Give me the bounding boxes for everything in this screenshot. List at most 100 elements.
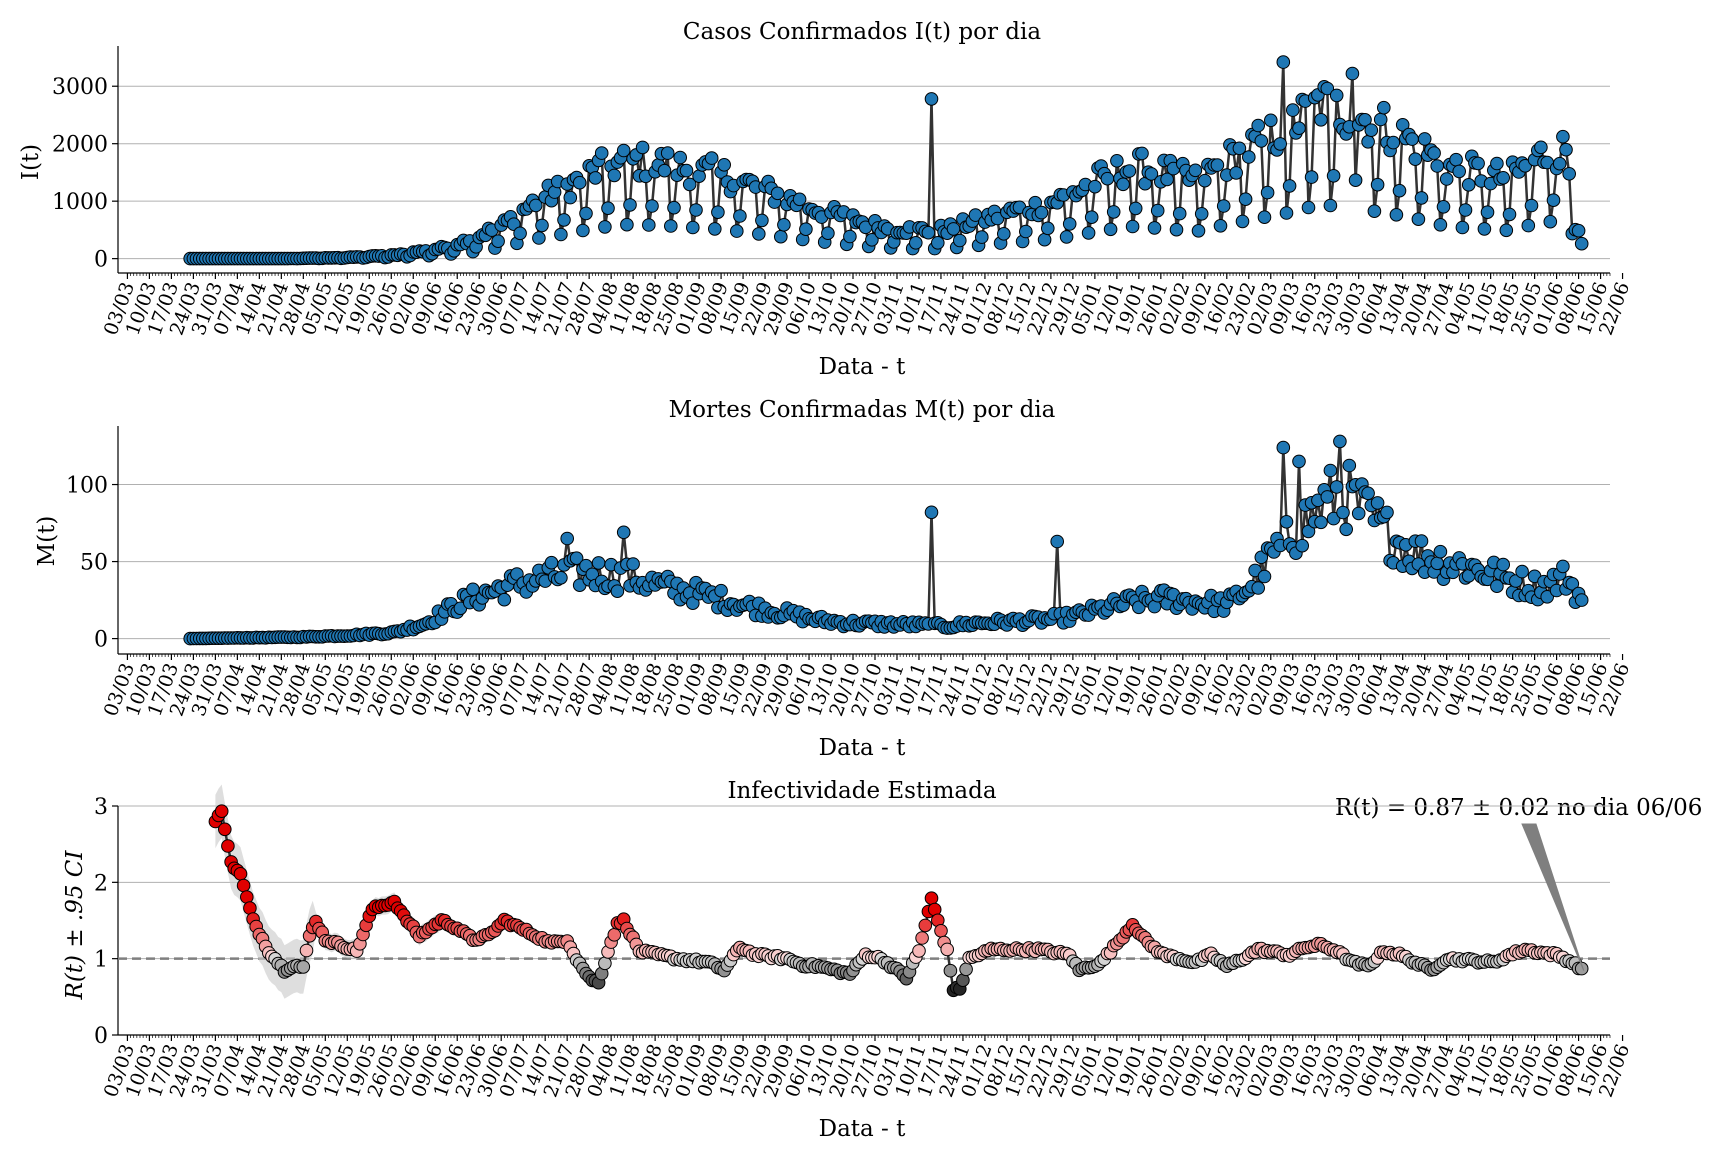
data-point <box>1373 112 1388 127</box>
y-axis-label-deaths: M(t) <box>34 516 60 567</box>
data-point <box>714 583 728 598</box>
rt-point <box>918 918 933 933</box>
data-point <box>1496 171 1510 185</box>
data-point <box>1213 219 1228 233</box>
data-point <box>733 209 747 223</box>
rt-point <box>214 804 229 819</box>
data-point <box>1242 150 1256 164</box>
data-point <box>843 229 857 244</box>
data-point <box>1273 137 1287 151</box>
data-point <box>1370 496 1385 510</box>
y-tick-label: 100 <box>66 474 108 499</box>
data-point <box>953 233 967 248</box>
y-tick-label: 3000 <box>52 75 108 100</box>
data-point <box>1251 118 1265 133</box>
data-point <box>1367 204 1382 218</box>
data-point <box>1556 129 1570 144</box>
data-point <box>1194 207 1209 221</box>
data-point <box>1106 205 1121 219</box>
data-point <box>1320 81 1335 96</box>
data-point <box>1342 458 1357 473</box>
data-point <box>1191 224 1206 238</box>
data-point <box>1433 218 1448 232</box>
data-point <box>1286 103 1300 117</box>
data-point <box>1480 205 1495 219</box>
data-point <box>554 571 568 585</box>
data-point <box>1414 534 1429 548</box>
data-point <box>532 231 546 245</box>
data-point <box>1160 172 1174 187</box>
data-point <box>1405 132 1419 146</box>
data-point <box>1392 183 1407 198</box>
data-point <box>1571 223 1586 238</box>
data-point <box>1081 226 1096 240</box>
data-point <box>1336 505 1350 520</box>
y-tick-label: 0 <box>94 248 108 273</box>
data-point <box>1490 579 1504 594</box>
rt-point <box>218 822 232 837</box>
data-point <box>770 186 785 201</box>
rt-annotation-text: R(t) = 0.87 ± 0.02 no dia 06/06 <box>1335 795 1702 821</box>
data-point <box>1144 167 1159 181</box>
data-point <box>1559 142 1573 157</box>
y-tick-label: 3 <box>94 795 108 820</box>
data-point <box>1518 159 1532 173</box>
data-point <box>1276 55 1291 69</box>
data-point <box>554 227 568 242</box>
data-point <box>1502 207 1517 222</box>
data-point <box>1524 198 1539 213</box>
rt-point <box>221 839 235 853</box>
data-point <box>717 158 732 172</box>
rt-point <box>236 878 251 893</box>
y-axis-label-rt: R(t) ± .95 CI <box>62 850 88 1001</box>
data-point <box>544 555 559 570</box>
data-point <box>576 223 590 238</box>
data-point <box>1565 577 1580 591</box>
data-point <box>1345 66 1360 81</box>
data-point <box>563 190 578 205</box>
data-point <box>1292 121 1306 135</box>
data-point <box>497 592 512 607</box>
rt-point <box>959 962 973 977</box>
panel-cases: Casos Confirmados I(t) por dia Data - t … <box>18 19 1634 380</box>
rt-point <box>240 890 254 904</box>
data-point <box>513 226 527 241</box>
data-point <box>1260 185 1275 200</box>
data-point <box>1100 171 1115 186</box>
data-point <box>1198 173 1212 188</box>
data-point <box>1329 88 1344 103</box>
data-point <box>626 557 640 571</box>
data-point <box>557 213 571 227</box>
data-point <box>1417 132 1432 146</box>
rt-point <box>299 943 314 958</box>
chart-title-deaths: Mortes Confirmadas M(t) por dia <box>669 397 1056 423</box>
data-point <box>990 211 1005 226</box>
data-point <box>682 177 697 192</box>
y-tick-label: 1000 <box>52 190 108 215</box>
y-tick-label: 2000 <box>52 133 108 158</box>
data-point <box>755 213 769 228</box>
data-point <box>1358 113 1372 127</box>
x-axis-label-rt: Data - t <box>819 1116 907 1142</box>
data-point <box>1314 515 1328 530</box>
data-point <box>1323 463 1338 478</box>
data-point <box>777 218 791 232</box>
data-point <box>1254 550 1269 565</box>
data-point <box>1125 219 1140 234</box>
data-point <box>1496 557 1510 572</box>
data-point <box>1574 593 1589 607</box>
data-point <box>1264 113 1278 128</box>
y-tick-label: 0 <box>94 628 108 653</box>
data-point <box>588 171 603 185</box>
data-point <box>1329 480 1344 494</box>
data-point <box>1552 156 1567 171</box>
data-point <box>1389 208 1404 222</box>
rt-point <box>943 963 958 978</box>
data-point <box>1477 222 1492 236</box>
data-point <box>704 151 719 165</box>
y-tick-label: 0 <box>94 1024 108 1049</box>
data-point <box>1210 158 1225 172</box>
data-point <box>1122 164 1137 178</box>
data-point <box>1135 146 1149 161</box>
